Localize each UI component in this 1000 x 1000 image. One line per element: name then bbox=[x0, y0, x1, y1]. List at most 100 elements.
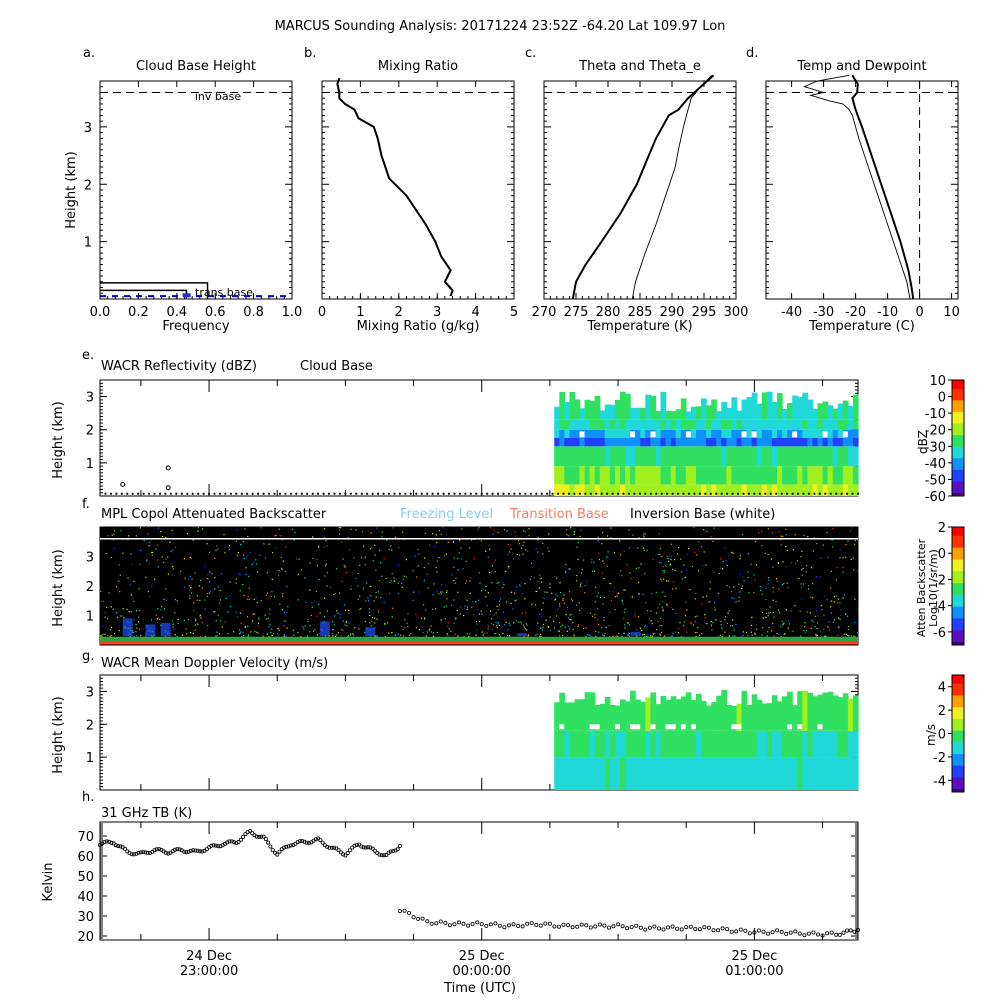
panel-c-xlabel: Temperature (K) bbox=[586, 319, 692, 334]
reflectivity-cell bbox=[625, 438, 631, 447]
backscatter-noise bbox=[283, 635, 286, 637]
cloud-base-point bbox=[480, 492, 483, 495]
cloud-base-point bbox=[284, 492, 287, 495]
x-tick-label: 0.4 bbox=[166, 305, 187, 320]
velocity-cell bbox=[852, 757, 859, 790]
velocity-cell bbox=[670, 696, 677, 731]
backscatter-noise bbox=[828, 629, 831, 631]
backscatter-noise bbox=[204, 608, 206, 610]
backscatter-noise bbox=[549, 583, 551, 585]
backscatter-noise bbox=[725, 560, 727, 562]
backscatter-noise bbox=[364, 620, 366, 623]
x-tick-label: 300 bbox=[724, 305, 749, 320]
cloud-base-point bbox=[753, 492, 756, 495]
reflectivity-cell bbox=[609, 404, 616, 420]
backscatter-noise bbox=[296, 558, 298, 560]
backscatter-noise bbox=[693, 527, 695, 529]
tb-point bbox=[116, 844, 121, 849]
backscatter-noise bbox=[199, 635, 202, 638]
backscatter-noise bbox=[684, 621, 686, 623]
backscatter-noise bbox=[323, 537, 325, 539]
backscatter-noise bbox=[487, 628, 489, 630]
panel-d-plot: -40 -30 -20 -10 0 10 bbox=[765, 74, 960, 320]
backscatter-noise bbox=[816, 627, 818, 630]
backscatter-noise bbox=[447, 634, 449, 637]
backscatter-noise bbox=[777, 562, 780, 565]
backscatter-noise bbox=[402, 531, 404, 533]
backscatter-noise bbox=[732, 635, 734, 637]
backscatter-noise bbox=[133, 600, 135, 602]
backscatter-noise bbox=[728, 610, 730, 612]
backscatter-noise bbox=[235, 540, 237, 542]
y-tick-label: 1 bbox=[86, 610, 94, 625]
backscatter-noise bbox=[675, 587, 677, 589]
cloud-base-point bbox=[584, 492, 587, 495]
tb-point bbox=[213, 843, 218, 848]
backscatter-noise bbox=[652, 633, 654, 635]
backscatter-noise bbox=[438, 593, 440, 595]
velocity-gap bbox=[650, 724, 656, 730]
reflectivity-cell bbox=[847, 438, 854, 447]
backscatter-noise bbox=[690, 622, 692, 624]
backscatter-noise bbox=[312, 535, 314, 538]
backscatter-noise bbox=[602, 532, 604, 534]
backscatter-noise bbox=[189, 595, 191, 597]
tb-point bbox=[456, 920, 461, 925]
backscatter-noise bbox=[190, 632, 192, 634]
y-tick-label: 60 bbox=[77, 850, 94, 865]
backscatter-noise bbox=[213, 611, 215, 613]
tb-point bbox=[602, 923, 607, 928]
backscatter-noise bbox=[152, 551, 154, 554]
cloud-base-point bbox=[333, 492, 336, 495]
backscatter-noise bbox=[842, 571, 844, 573]
backscatter-noise bbox=[399, 580, 401, 583]
colorbar-cell bbox=[952, 423, 964, 427]
backscatter-noise bbox=[782, 623, 784, 625]
tb-point bbox=[134, 851, 139, 856]
reflectivity-cell bbox=[655, 429, 662, 438]
backscatter-noise bbox=[469, 592, 471, 594]
reflectivity-cell bbox=[822, 438, 829, 447]
backscatter-noise bbox=[336, 610, 338, 612]
colorbar-tick-label: -60 bbox=[925, 490, 946, 505]
reflectivity-cell bbox=[807, 466, 814, 485]
backscatter-noise bbox=[478, 572, 480, 574]
backscatter-noise bbox=[700, 546, 703, 548]
backscatter-noise bbox=[816, 543, 818, 545]
backscatter-noise bbox=[800, 635, 802, 637]
backscatter-noise bbox=[610, 599, 613, 602]
backscatter-noise bbox=[384, 623, 386, 625]
velocity-cell bbox=[696, 694, 702, 731]
backscatter-noise bbox=[197, 530, 199, 532]
reflectivity-cell bbox=[782, 466, 788, 485]
tb-point bbox=[416, 916, 421, 921]
velocity-cell bbox=[706, 757, 712, 790]
backscatter-noise bbox=[147, 591, 149, 593]
tb-point bbox=[338, 850, 343, 855]
reflectivity-cell bbox=[802, 466, 808, 485]
backscatter-noise bbox=[434, 546, 436, 548]
panel-e-labels: e. WACR Reflectivity (dBZ) Cloud Base He… bbox=[51, 348, 930, 479]
colorbar-cell bbox=[952, 440, 964, 445]
backscatter-noise bbox=[847, 540, 849, 542]
backscatter-noise bbox=[136, 627, 138, 629]
backscatter-noise bbox=[726, 565, 728, 567]
backscatter-noise bbox=[772, 599, 774, 601]
reflectivity-cell bbox=[782, 438, 788, 447]
backscatter-noise bbox=[136, 609, 138, 611]
backscatter-noise bbox=[492, 624, 495, 626]
backscatter-noise bbox=[628, 547, 630, 549]
backscatter-noise bbox=[244, 626, 246, 628]
backscatter-noise bbox=[282, 593, 284, 595]
backscatter-noise bbox=[172, 566, 174, 568]
backscatter-noise bbox=[255, 559, 257, 561]
backscatter-noise bbox=[702, 565, 704, 567]
backscatter-noise bbox=[271, 628, 273, 630]
backscatter-noise bbox=[243, 594, 245, 597]
velocity-cell bbox=[564, 730, 570, 758]
backscatter-noise bbox=[524, 628, 526, 630]
profile-series-2 bbox=[803, 74, 911, 300]
cloud-base-point bbox=[633, 492, 636, 495]
backscatter-noise bbox=[513, 557, 515, 559]
backscatter-noise bbox=[527, 635, 529, 637]
